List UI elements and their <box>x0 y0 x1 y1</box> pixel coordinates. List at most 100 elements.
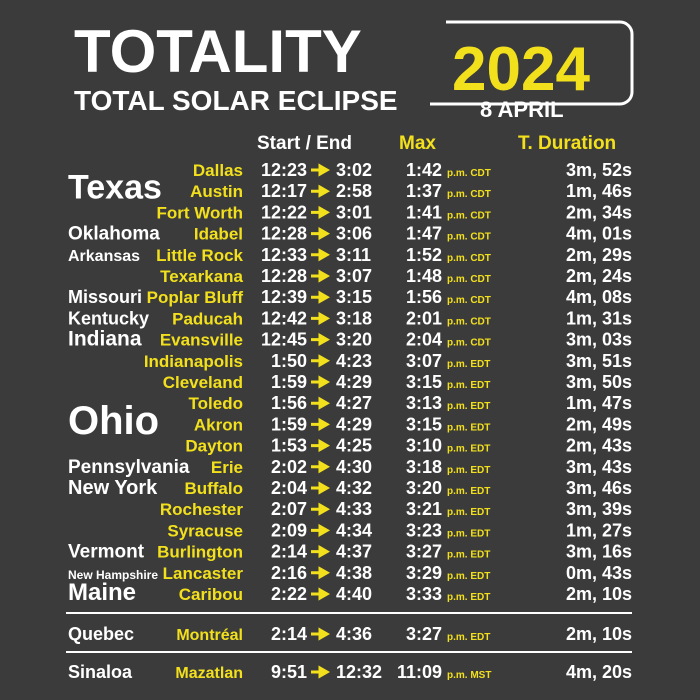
city: Indianapolis <box>144 352 243 371</box>
max-time: 3:21 <box>406 499 442 519</box>
end-time: 3:02 <box>336 160 372 180</box>
start-time: 1:56 <box>271 393 307 413</box>
city: Syracuse <box>167 521 243 540</box>
time-zone: p.m. CDT <box>447 295 491 306</box>
start-time: 12:39 <box>261 287 307 307</box>
time-zone: p.m. EDT <box>447 571 490 582</box>
max-time: 1:47 <box>406 224 442 244</box>
end-time: 4:36 <box>336 624 372 644</box>
duration: 2m, 10s <box>566 584 632 604</box>
state: Maine <box>68 579 136 606</box>
city: Cleveland <box>163 373 243 392</box>
arrow <box>311 627 331 641</box>
city: Erie <box>211 458 243 477</box>
state: Arkansas <box>68 248 140 265</box>
arrow <box>311 460 331 474</box>
max-time: 1:41 <box>406 202 442 222</box>
end-time: 3:06 <box>336 224 372 244</box>
end-time: 4:25 <box>336 436 372 456</box>
end-time: 4:23 <box>336 351 372 371</box>
arrow <box>311 227 331 241</box>
start-time: 1:50 <box>271 351 307 371</box>
arrow <box>311 375 331 389</box>
end-time: 4:33 <box>336 499 372 519</box>
duration: 3m, 43s <box>566 457 632 477</box>
arrow <box>311 417 331 431</box>
start-time: 2:14 <box>271 624 307 644</box>
arrow <box>311 205 331 219</box>
start-time: 12:23 <box>261 160 307 180</box>
arrow <box>311 311 331 325</box>
end-time: 3:18 <box>336 308 372 328</box>
start-time: 2:16 <box>271 563 307 583</box>
state: Kentucky <box>68 308 149 328</box>
start-time: 9:51 <box>271 662 307 682</box>
arrow <box>311 163 331 177</box>
duration: 3m, 46s <box>566 478 632 498</box>
city: Toledo <box>189 394 243 413</box>
city: Little Rock <box>156 246 243 265</box>
arrow <box>311 248 331 262</box>
duration: 1m, 46s <box>566 181 632 201</box>
end-time: 2:58 <box>336 181 372 201</box>
time-zone: p.m. EDT <box>447 632 490 643</box>
arrow <box>311 665 331 679</box>
time-zone: p.m. CDT <box>447 253 491 264</box>
start-time: 2:04 <box>271 478 307 498</box>
state: Oklahoma <box>68 224 160 245</box>
city: Austin <box>190 182 243 201</box>
end-time: 4:29 <box>336 372 372 392</box>
max-time: 3:27 <box>406 624 442 644</box>
state: Texas <box>68 169 162 207</box>
subtitle: TOTAL SOLAR ECLIPSE <box>74 85 398 116</box>
city: Rochester <box>160 500 244 519</box>
col-max: Max <box>399 133 436 154</box>
time-zone: p.m. CDT <box>447 316 491 327</box>
duration: 2m, 29s <box>566 245 632 265</box>
duration: 4m, 20s <box>566 662 632 682</box>
title-frame <box>430 20 634 106</box>
end-time: 4:40 <box>336 584 372 604</box>
city: Evansville <box>160 331 243 350</box>
time-zone: p.m. EDT <box>447 592 490 603</box>
duration: 4m, 01s <box>566 224 632 244</box>
title: TOTALITY <box>74 18 362 85</box>
max-time: 1:48 <box>406 266 442 286</box>
max-time: 3:20 <box>406 478 442 498</box>
city: Dayton <box>185 437 243 456</box>
max-time: 3:23 <box>406 520 442 540</box>
duration: 3m, 52s <box>566 160 632 180</box>
duration: 3m, 50s <box>566 372 632 392</box>
col-times: Start / End <box>257 133 352 154</box>
city: Caribou <box>179 585 243 604</box>
start-time: 12:22 <box>261 202 307 222</box>
end-time: 3:20 <box>336 330 372 350</box>
arrow <box>311 566 331 580</box>
start-time: 12:45 <box>261 330 307 350</box>
end-time: 3:15 <box>336 287 372 307</box>
max-time: 3:29 <box>406 563 442 583</box>
start-time: 12:33 <box>261 245 307 265</box>
duration: 1m, 31s <box>566 308 632 328</box>
arrow <box>311 587 331 601</box>
arrow <box>311 439 331 453</box>
city: Buffalo <box>184 479 243 498</box>
time-zone: p.m. EDT <box>447 422 490 433</box>
start-time: 1:59 <box>271 414 307 434</box>
time-zone: p.m. EDT <box>447 465 490 476</box>
end-time: 4:29 <box>336 414 372 434</box>
max-time: 2:01 <box>406 308 442 328</box>
end-time: 3:07 <box>336 266 372 286</box>
max-time: 1:52 <box>406 245 442 265</box>
state: Vermont <box>68 542 145 563</box>
arrow <box>311 290 331 304</box>
time-zone: p.m. CDT <box>447 168 491 179</box>
end-time: 3:01 <box>336 202 372 222</box>
duration: 3m, 16s <box>566 542 632 562</box>
city: Texarkana <box>160 267 243 286</box>
state: Indiana <box>68 328 142 351</box>
max-time: 3:33 <box>406 584 442 604</box>
city: Dallas <box>193 161 243 180</box>
